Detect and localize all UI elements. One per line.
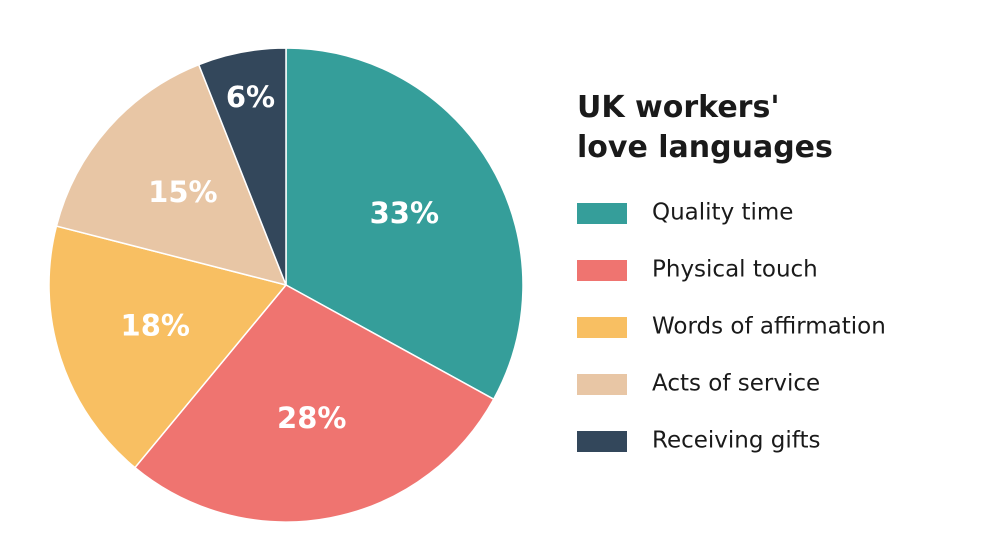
legend-swatch (577, 317, 627, 338)
legend-label: Physical touch (652, 257, 818, 283)
legend-swatch (577, 374, 627, 395)
legend-label: Receiving gifts (652, 428, 820, 454)
pie-slice (133, 284, 495, 523)
legend-swatch (577, 431, 627, 452)
legend-label: Words of affirmation (652, 314, 886, 340)
legend-swatch (577, 260, 627, 281)
data-label: 33% (370, 196, 439, 230)
chart-title: UK workers' love languages (577, 90, 833, 165)
pie-slice (48, 225, 288, 469)
legend-label: Acts of service (652, 371, 820, 397)
data-label: 28% (277, 401, 346, 435)
legend-label: Quality time (652, 200, 793, 226)
data-label: 18% (121, 308, 190, 342)
pie-slice (55, 63, 288, 287)
legend-swatch (577, 203, 627, 224)
data-label: 6% (226, 80, 275, 114)
pie-slice (197, 47, 287, 286)
data-label: 15% (148, 175, 217, 209)
pie-slice (285, 47, 524, 401)
